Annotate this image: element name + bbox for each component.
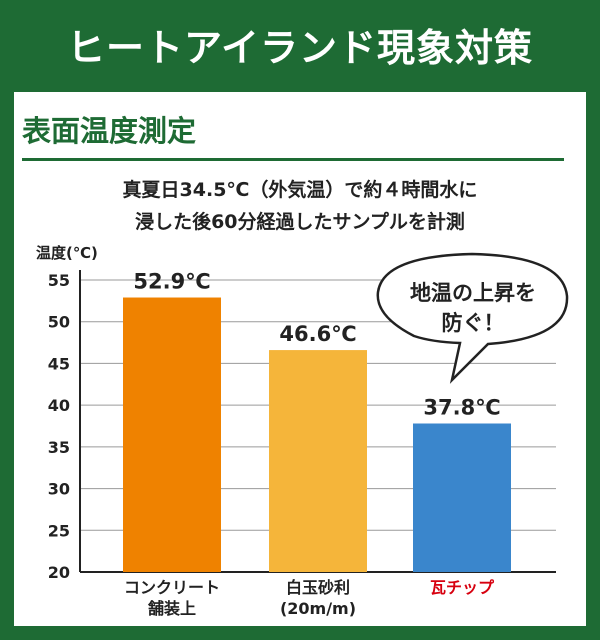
bar bbox=[123, 297, 221, 572]
x-category-label: 白玉砂利 bbox=[286, 578, 350, 597]
x-category-label: 瓦チップ bbox=[430, 578, 495, 597]
subtitle-line-1: 真夏日34.5℃（外気温）で約４時間水に bbox=[122, 179, 478, 201]
x-category-label-line2: 舗装上 bbox=[147, 599, 196, 618]
chart-subtitle: 真夏日34.5℃（外気温）で約４時間水に 浸した後60分経過したサンプルを計測 bbox=[60, 174, 540, 238]
bar-value-label: 52.9℃ bbox=[133, 270, 210, 294]
callout-line-2: 防ぐ！ bbox=[441, 311, 505, 335]
y-tick-label: 30 bbox=[48, 480, 70, 499]
section-divider bbox=[22, 158, 564, 161]
bar bbox=[413, 423, 511, 572]
callout-line-1: 地温の上昇を bbox=[410, 281, 536, 305]
callout-text: 地温の上昇を 防ぐ！ bbox=[378, 278, 568, 338]
section-title: 表面温度測定 bbox=[22, 114, 197, 148]
x-category-label: コンクリート bbox=[124, 578, 220, 597]
y-tick-label: 25 bbox=[48, 521, 70, 540]
y-tick-label: 45 bbox=[48, 354, 70, 373]
speech-bubble bbox=[376, 252, 569, 384]
x-category-label-line2: (20m/m) bbox=[280, 599, 356, 618]
header-title: ヒートアイランド現象対策 bbox=[66, 25, 534, 70]
bar bbox=[269, 350, 367, 572]
bar-value-label: 46.6℃ bbox=[279, 322, 356, 346]
subtitle-line-2: 浸した後60分経過したサンプルを計測 bbox=[135, 211, 465, 233]
y-tick-label: 50 bbox=[48, 313, 70, 332]
y-axis-label: 温度(℃) bbox=[36, 244, 98, 262]
y-tick-label: 40 bbox=[48, 396, 70, 415]
y-tick-label: 55 bbox=[48, 271, 70, 290]
y-tick-label: 20 bbox=[48, 563, 70, 582]
bar-value-label: 37.8℃ bbox=[423, 395, 500, 419]
y-tick-label: 35 bbox=[48, 438, 70, 457]
